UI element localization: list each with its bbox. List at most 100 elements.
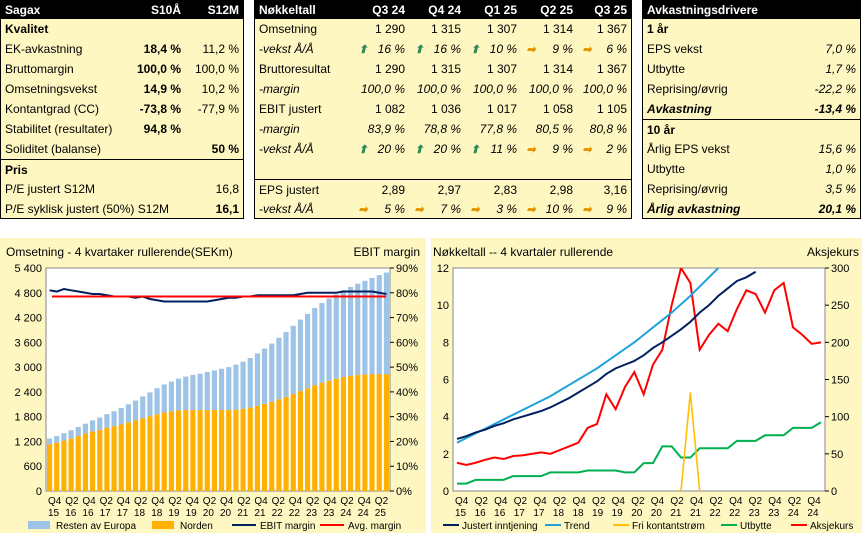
arrow-up-icon: ⬆ xyxy=(358,43,368,56)
norden-bar xyxy=(161,412,167,491)
key-figure-label: Bruttoresultat xyxy=(259,62,331,76)
chart1-x-tick-year: 16 xyxy=(65,508,77,519)
chart1-y-tick: 1 800 xyxy=(14,412,42,424)
chart1-y2-tick: 60% xyxy=(396,337,418,349)
europa-bar xyxy=(312,308,318,386)
chart1-x-tick-year: 21 xyxy=(254,508,266,519)
europa-bar xyxy=(211,370,217,411)
chart1-x-tick-year: 18 xyxy=(134,508,146,519)
chart2-y2-tick: 200 xyxy=(831,337,849,349)
quality-row-label: Omsetningsvekst xyxy=(5,82,98,96)
key-figure-cell: 77,8 % xyxy=(465,122,521,136)
europa-bar xyxy=(75,426,81,437)
chart2-x-tick-year: 18 xyxy=(572,508,584,519)
key-figure-value: 1 315 xyxy=(430,22,461,36)
driver-row: 10 år xyxy=(643,119,860,139)
driver-row: EPS vekst 7,0 % xyxy=(643,39,860,59)
norden-bar xyxy=(233,409,239,491)
chart2-x-tick-year: 15 xyxy=(455,508,467,519)
driver-value: 1,0 % xyxy=(825,162,856,176)
key-figure-label: -vekst Å/Å xyxy=(259,142,314,156)
key-figure-value: 1 082 xyxy=(374,102,405,116)
key-figure-cell: 1 082 xyxy=(353,102,409,116)
key-figure-value: 77,8 % xyxy=(479,122,517,136)
quality-row: EK-avkastning 18,4 % 11,2 % xyxy=(1,39,243,59)
key-figure-cell: ➡ 9 % xyxy=(577,202,631,216)
key-figure-value: 1 036 xyxy=(430,102,461,116)
quality-row-s12m: 16,1 xyxy=(215,202,239,216)
chart2-x-tick-quarter: Q2 xyxy=(788,496,802,507)
arrow-up-icon: ⬆ xyxy=(358,143,368,156)
col-q2-25: Q2 25 xyxy=(540,3,573,17)
europa-bar xyxy=(326,298,332,381)
col-q4-24: Q4 24 xyxy=(428,3,461,17)
key-figure-value: 1 307 xyxy=(486,62,517,76)
norden-bar xyxy=(125,422,131,491)
chart1-y-tick: 1 200 xyxy=(14,436,42,448)
key-figure-cell: 1 290 xyxy=(353,22,409,36)
europa-bar xyxy=(61,433,67,441)
key-figure-value: 100,0 % xyxy=(472,82,517,96)
key-figure-label: -vekst Å/Å xyxy=(259,42,314,56)
chart2-x-tick-quarter: Q2 xyxy=(475,496,489,507)
norden-bar xyxy=(305,388,311,491)
key-figure-value: 9 % xyxy=(606,202,627,216)
chart2-x-tick-year: 16 xyxy=(475,508,487,519)
quality-row-s12m: -77,9 % xyxy=(197,102,239,116)
revenue-chart-svg: Omsetning - 4 kvartaker rullerende(SEKm)… xyxy=(6,245,420,532)
chart1-y-tick: 4 200 xyxy=(14,313,42,325)
key-figure-row: Bruttoresultat 1 290 1 315 1 307 1 314 1 367 xyxy=(255,59,631,79)
norden-bar xyxy=(168,411,174,491)
arrow-right-icon: ➡ xyxy=(526,143,536,156)
key-figure-cell: 3,16 xyxy=(577,183,631,197)
share-price-line xyxy=(456,268,822,467)
europa-bar xyxy=(118,407,124,425)
norden-bar xyxy=(333,378,339,491)
key-figure-value: 1 017 xyxy=(486,102,517,116)
chart1-legend-swatch xyxy=(152,521,174,529)
key-figure-value: 3 % xyxy=(496,202,517,216)
chart2-x-tick-quarter: Q2 xyxy=(710,496,724,507)
quality-row: Stabilitet (resultater) 94,8 % xyxy=(1,119,243,139)
chart2-y-tick: 10 xyxy=(437,300,449,312)
driver-row: 1 år xyxy=(643,19,860,39)
key-figure-label: -margin xyxy=(259,122,300,136)
norden-bar xyxy=(176,410,182,491)
chart1-y2-tick: 70% xyxy=(396,313,418,325)
chart1-x-tick-quarter: Q4 xyxy=(289,496,303,507)
chart1-x-tick-year: 18 xyxy=(151,508,163,519)
key-figure-value: 9 % xyxy=(552,142,573,156)
europa-bar xyxy=(297,319,303,392)
quality-row: Bruttomargin 100,0 % 100,0 % xyxy=(1,59,243,79)
chart2-legend-label: Trend xyxy=(564,521,590,532)
chart2-y2-tick: 0 xyxy=(831,486,837,498)
key-figure-cell: 1 307 xyxy=(465,22,521,36)
driver-row: Reprising/øvrig 3,5 % xyxy=(643,179,860,199)
key-figure-label: EBIT justert xyxy=(259,102,322,116)
chart2-x-tick-quarter: Q4 xyxy=(572,496,586,507)
chart2-legend-label: Aksjekurs xyxy=(810,521,853,532)
key-figure-value: 80,5 % xyxy=(535,122,573,136)
key-figure-row: -vekst Å/Å ➡ 5 % ➡ 7 % ➡ 3 % ➡ 10 % ➡ 9 % xyxy=(255,199,631,219)
europa-bar xyxy=(82,423,88,434)
return-drivers-table: Avkastningsdrivere 1 år EPS vekst 7,0 % Utb… xyxy=(642,0,861,219)
europa-bar xyxy=(140,396,146,419)
chart1-x-tick-year: 16 xyxy=(82,508,94,519)
key-figure-cell: ➡ 10 % xyxy=(521,202,577,216)
norden-bar xyxy=(348,375,354,491)
arrow-right-icon: ➡ xyxy=(358,203,368,216)
key-figure-row: -margin 83,9 % 78,8 % 77,8 % 80,5 % 80,8 % xyxy=(255,119,631,139)
chart1-x-tick-quarter: Q2 xyxy=(272,496,286,507)
quality-row-s10a: 100,0 % xyxy=(136,62,181,76)
quality-row-s12m: 10,2 % xyxy=(201,82,239,96)
key-figure-cell: 1 036 xyxy=(409,102,465,116)
key-figures-table: Nøkkeltall Q3 24 Q4 24 Q1 25 Q2 25 Q3 25… xyxy=(254,0,632,219)
europa-bar xyxy=(333,294,339,379)
quality-row-s12m: 50 % xyxy=(211,142,239,156)
key-figure-row: EBIT justert 1 082 1 036 1 017 1 058 1 105 xyxy=(255,99,631,119)
norden-bar xyxy=(47,444,53,491)
chart1-title: Omsetning - 4 kvartaker rullerende(SEKm) xyxy=(6,245,233,259)
key-figure-value: 11 % xyxy=(490,142,517,156)
key-figure-cell: 100,0 % xyxy=(577,82,631,96)
europa-bar xyxy=(383,272,389,375)
